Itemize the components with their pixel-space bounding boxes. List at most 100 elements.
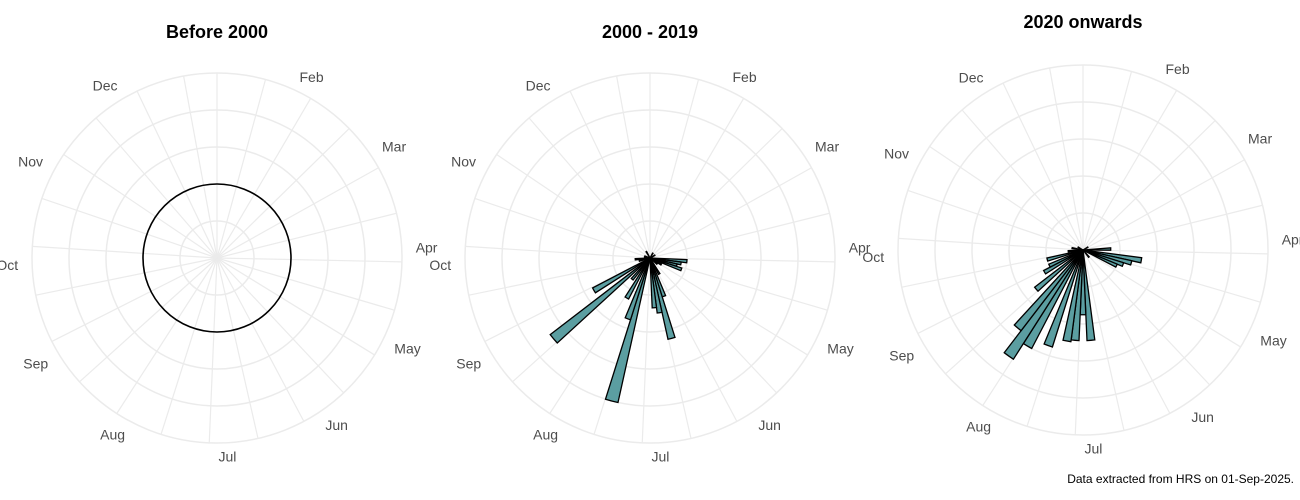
polar-bar — [1062, 249, 1084, 343]
polar-bar — [549, 257, 651, 344]
grid-spoke — [907, 189, 1084, 251]
grid-spoke — [649, 257, 835, 263]
polar-bar — [649, 257, 661, 276]
month-label: Aug — [100, 427, 125, 443]
month-label: Jul — [651, 449, 669, 465]
polar-bar — [1082, 249, 1096, 342]
grid-spoke — [183, 75, 218, 259]
polar-bar — [1003, 249, 1084, 361]
grid-spoke — [79, 257, 218, 383]
grid-spoke — [160, 257, 218, 435]
grid-spoke — [41, 197, 218, 259]
grid-spoke — [1082, 204, 1263, 251]
grid-spoke — [649, 167, 812, 259]
data-source-caption: Data extracted from HRS on 01-Sep-2025. — [1067, 472, 1294, 486]
grid-spoke — [1082, 249, 1268, 255]
grid-spoke — [496, 154, 651, 259]
grid-spoke — [649, 212, 830, 259]
month-label: Jun — [1191, 409, 1214, 425]
grid-spoke — [216, 257, 305, 422]
grid-spoke — [216, 212, 397, 259]
polar-bar — [649, 257, 658, 309]
month-label: Dec — [93, 78, 118, 94]
polar-bar — [1067, 249, 1084, 253]
month-label: Mar — [815, 139, 839, 155]
month-label: Jul — [218, 449, 236, 465]
month-label: Jun — [325, 417, 348, 433]
grid-spoke — [51, 257, 218, 342]
grid-spoke — [63, 154, 218, 259]
grid-spoke — [1082, 249, 1241, 348]
polar-bar — [649, 257, 659, 266]
month-label: Feb — [733, 69, 757, 85]
polar-bar — [1043, 249, 1084, 348]
month-label: Feb — [1166, 61, 1190, 77]
grid-spoke — [208, 257, 218, 443]
panel-title: 2020 onwards — [1023, 12, 1142, 32]
grid-spoke — [929, 146, 1084, 251]
month-label: Aug — [966, 419, 991, 435]
month-label: Aug — [533, 427, 558, 443]
month-label: Oct — [0, 257, 18, 273]
grid-spoke — [1082, 90, 1178, 251]
polar-bar — [1082, 247, 1112, 251]
empty-data-circle — [142, 183, 292, 333]
grid-spoke — [641, 257, 651, 443]
polar-bar — [645, 250, 651, 259]
grid-spoke — [569, 90, 651, 259]
polar-bar — [630, 257, 651, 281]
month-label: Mar — [1248, 131, 1272, 147]
grid-spoke — [35, 257, 218, 296]
grid-spoke — [116, 257, 218, 414]
month-label: Jul — [1084, 441, 1102, 457]
polar-bar — [649, 254, 656, 259]
grid-spoke — [216, 79, 267, 259]
panel-title: 2000 - 2019 — [602, 22, 698, 42]
grid-spoke — [216, 167, 379, 259]
month-label: Sep — [456, 356, 481, 372]
polar-bar — [624, 257, 651, 321]
polar-bar — [1046, 249, 1084, 262]
polar-bar — [591, 257, 651, 294]
grid-spoke — [465, 245, 651, 259]
polar-bar — [1047, 249, 1084, 268]
month-label: Apr — [416, 240, 438, 256]
polar-panel: 2000 - 2019 Feb Mar Apr May Jun Jul Aug Sep Oct No… — [429, 22, 871, 465]
grid-spoke — [528, 117, 651, 259]
grid-spoke — [1082, 71, 1133, 251]
grid-spoke — [649, 257, 808, 356]
grid-spoke — [649, 257, 778, 394]
grid-spoke — [1082, 249, 1125, 431]
month-label: Nov — [18, 154, 43, 170]
polar-bar — [1077, 246, 1084, 251]
month-label: Jun — [758, 417, 781, 433]
grid-spoke — [649, 79, 700, 259]
grid-spoke — [1082, 159, 1245, 251]
grid-spoke — [95, 117, 218, 259]
grid-spoke — [216, 257, 395, 311]
month-label: Sep — [23, 356, 48, 372]
polar-panel: 2020 onwards Feb Mar Apr May Jun Jul Aug Sep Oct N… — [862, 12, 1300, 457]
polar-bar — [649, 257, 683, 272]
polar-bar — [1082, 246, 1089, 251]
month-label: Dec — [959, 70, 984, 86]
grid-spoke — [136, 90, 218, 259]
month-label: May — [394, 340, 420, 356]
grid-spoke — [961, 109, 1084, 251]
grid-spoke — [898, 237, 1084, 251]
grid-spoke — [649, 128, 783, 259]
polar-bar — [1042, 249, 1084, 275]
grid-spoke — [216, 257, 375, 356]
grid-spoke — [1049, 67, 1084, 251]
polar-bar — [624, 257, 651, 300]
grid-spoke — [216, 257, 345, 394]
grid-spoke — [1082, 249, 1171, 414]
month-label: Feb — [300, 69, 324, 85]
grid-spoke — [474, 197, 651, 259]
grid-spoke — [649, 257, 738, 422]
polar-panel: Before 2000 Feb Mar Apr May Jun Jul Aug Sep Oct No… — [0, 22, 438, 465]
grid-spoke — [216, 98, 312, 259]
polar-bar — [1071, 246, 1084, 251]
grid-spoke — [1002, 82, 1084, 251]
